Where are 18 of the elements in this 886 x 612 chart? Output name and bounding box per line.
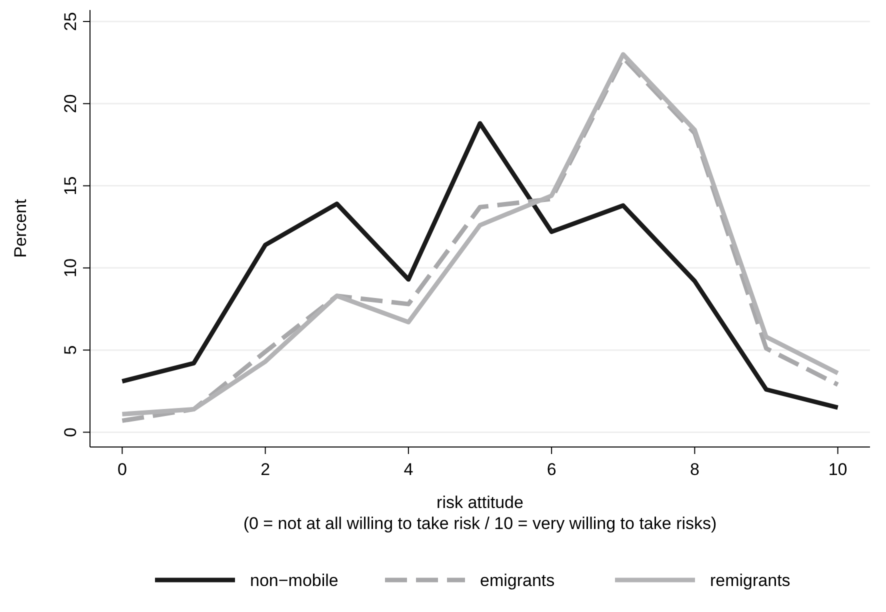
x-tick-label: 2 xyxy=(260,460,270,479)
y-tick-label: 15 xyxy=(61,176,80,196)
y-axis-title: Percent xyxy=(11,198,30,258)
y-tick-label: 5 xyxy=(61,345,80,355)
x-tick-label: 8 xyxy=(690,460,700,479)
y-tick-label: 0 xyxy=(61,427,80,437)
y-tick-label: 20 xyxy=(61,94,80,114)
x-axis-title: risk attitude (0 = not at all willing to take risk / 10 = very willing to take risks) xyxy=(243,493,717,533)
y-tick-label: 10 xyxy=(61,258,80,278)
legend-label: emigrants xyxy=(480,571,555,590)
x-tick-label: 4 xyxy=(404,460,414,479)
x-tick-label: 10 xyxy=(828,460,848,479)
legend-label: remigrants xyxy=(710,571,790,590)
line-series xyxy=(120,121,840,410)
legend-label: non−mobile xyxy=(250,571,338,590)
y-tick-label: 25 xyxy=(61,12,80,31)
x-tick-label: 6 xyxy=(546,460,556,479)
x-tick-label: 0 xyxy=(117,460,127,479)
